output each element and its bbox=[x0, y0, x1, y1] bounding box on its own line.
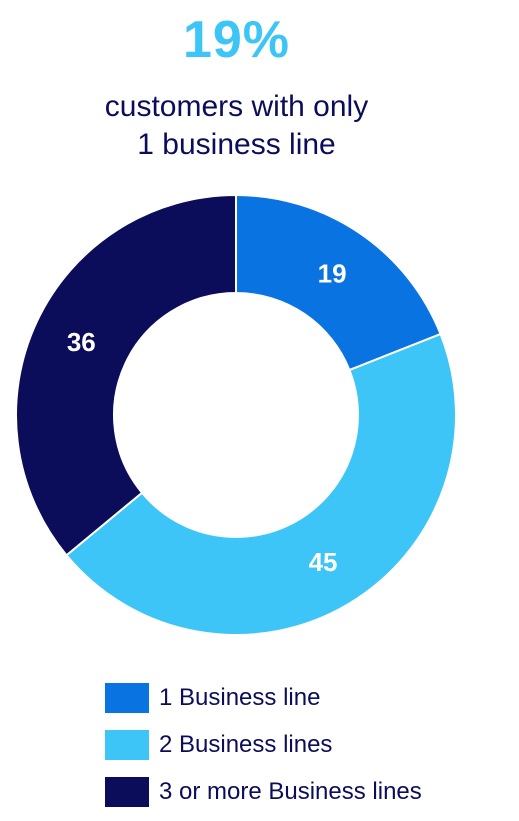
data-label-2-business-lines: 45 bbox=[309, 547, 338, 577]
legend-label-1-business-line: 1 Business line bbox=[159, 684, 321, 711]
donut-slice-3-or-more-business-lines bbox=[15, 193, 237, 557]
subtitle-line-2: 1 business line bbox=[137, 128, 336, 161]
chart-legend: 1 Business line 2 Business lines 3 or mo… bbox=[105, 680, 422, 821]
headline-percentage: 19% bbox=[182, 11, 291, 69]
donut-chart: 19 45 36 bbox=[15, 193, 457, 636]
legend-swatch-1-business-line bbox=[105, 683, 149, 713]
data-label-3-or-more-business-lines: 36 bbox=[67, 327, 96, 357]
legend-swatch-2-business-lines bbox=[105, 730, 149, 760]
donut-slices bbox=[15, 193, 457, 636]
data-label-1-business-line: 19 bbox=[318, 259, 347, 289]
donut-data-labels: 19 45 36 bbox=[67, 259, 347, 578]
legend-label-3-or-more-business-lines: 3 or more Business lines bbox=[159, 778, 422, 805]
subtitle-line-1: customers with only bbox=[104, 90, 369, 123]
donut-slice-2-business-lines bbox=[65, 332, 457, 636]
legend-item-2-business-lines: 2 Business lines bbox=[105, 727, 422, 763]
legend-item-1-business-line: 1 Business line bbox=[105, 680, 422, 716]
headline-subtitle: customers with only 1 business line bbox=[0, 88, 473, 164]
legend-item-3-or-more-business-lines: 3 or more Business lines bbox=[105, 774, 422, 810]
donut-slice-1-business-line bbox=[235, 193, 442, 372]
legend-swatch-3-or-more-business-lines bbox=[105, 777, 149, 807]
legend-label-2-business-lines: 2 Business lines bbox=[159, 731, 333, 758]
